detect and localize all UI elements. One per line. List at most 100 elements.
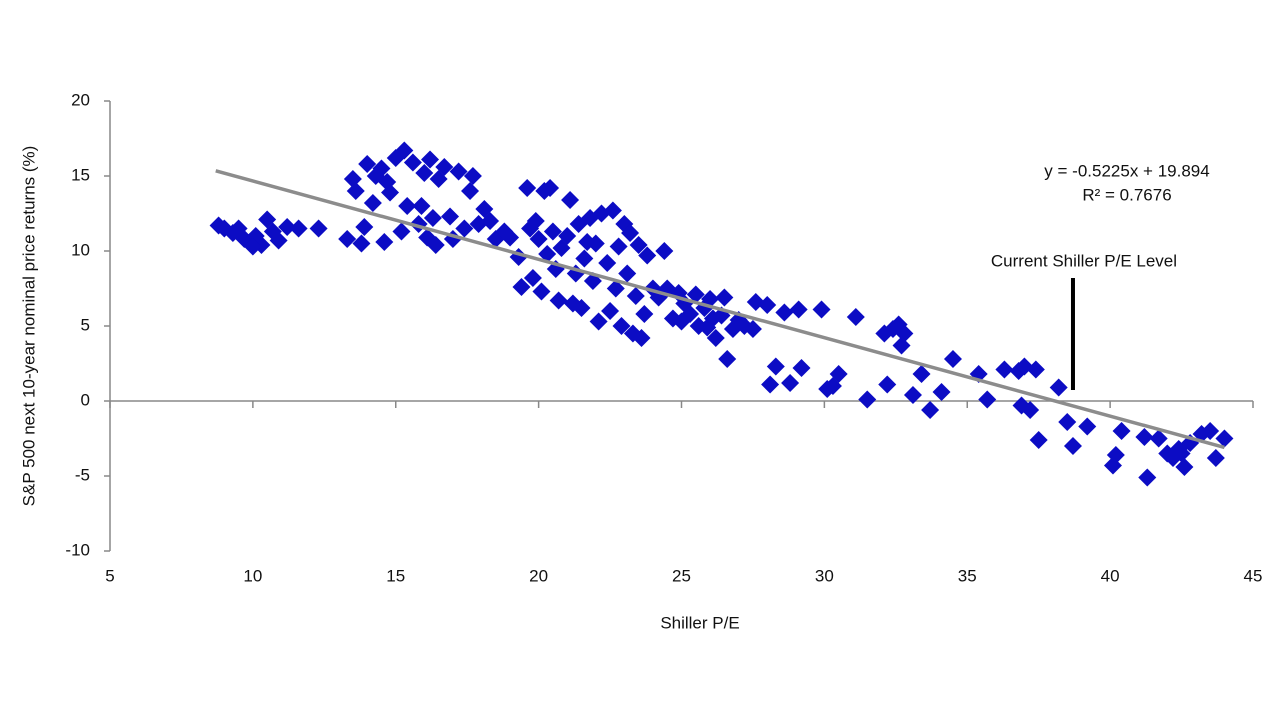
point bbox=[435, 158, 454, 176]
point bbox=[526, 212, 545, 230]
point bbox=[423, 209, 442, 227]
point bbox=[718, 350, 737, 368]
point bbox=[1029, 431, 1048, 449]
point bbox=[1106, 446, 1125, 464]
point bbox=[501, 228, 520, 247]
point bbox=[243, 237, 262, 256]
x-axis-title: Shiller P/E bbox=[660, 613, 739, 632]
x-tick-label: 40 bbox=[1101, 566, 1120, 585]
point bbox=[523, 269, 542, 287]
point bbox=[612, 317, 631, 335]
point bbox=[1215, 429, 1234, 448]
point bbox=[355, 218, 374, 236]
x-tick-label: 25 bbox=[672, 566, 691, 585]
trendline bbox=[215, 169, 1225, 450]
point bbox=[812, 300, 831, 319]
point bbox=[1058, 413, 1077, 431]
point bbox=[363, 194, 382, 212]
point bbox=[398, 197, 417, 215]
point bbox=[789, 300, 808, 319]
point bbox=[846, 308, 865, 326]
point bbox=[775, 303, 794, 322]
point bbox=[1206, 449, 1225, 467]
point bbox=[532, 282, 551, 301]
point bbox=[538, 245, 557, 263]
point bbox=[1026, 360, 1045, 379]
point bbox=[412, 197, 431, 215]
point bbox=[1078, 417, 1097, 436]
point bbox=[829, 365, 848, 383]
point bbox=[558, 227, 577, 245]
point bbox=[343, 170, 362, 188]
point bbox=[1138, 468, 1157, 487]
point bbox=[743, 320, 762, 338]
point bbox=[1175, 458, 1194, 476]
point bbox=[346, 182, 365, 200]
y-tick-label: 0 bbox=[81, 390, 90, 409]
x-tick-label: 20 bbox=[529, 566, 548, 585]
point bbox=[1009, 362, 1028, 380]
point bbox=[903, 386, 922, 404]
y-tick-label: 5 bbox=[81, 315, 90, 334]
x-tick-label: 35 bbox=[958, 566, 977, 585]
point bbox=[358, 155, 377, 173]
point bbox=[858, 390, 877, 409]
point bbox=[758, 296, 777, 314]
point bbox=[978, 390, 997, 409]
point bbox=[626, 287, 645, 305]
current-level-label: Current Shiller P/E Level bbox=[991, 251, 1177, 270]
point bbox=[549, 291, 568, 310]
point bbox=[1149, 429, 1168, 448]
y-tick-label: -5 bbox=[75, 465, 90, 484]
point bbox=[403, 153, 422, 172]
point bbox=[1135, 428, 1154, 446]
point bbox=[1049, 378, 1068, 397]
point bbox=[561, 191, 580, 209]
point bbox=[921, 401, 940, 419]
point bbox=[715, 288, 734, 307]
point bbox=[618, 264, 637, 283]
point bbox=[278, 218, 297, 236]
point bbox=[529, 230, 548, 248]
point bbox=[418, 228, 437, 247]
x-tick-label: 15 bbox=[386, 566, 405, 585]
point bbox=[1201, 422, 1220, 440]
point bbox=[621, 224, 640, 242]
point bbox=[309, 219, 328, 238]
r-squared: R² = 0.7676 bbox=[1082, 185, 1171, 204]
x-tick-label: 30 bbox=[815, 566, 834, 585]
point bbox=[421, 150, 440, 169]
point bbox=[892, 336, 911, 355]
point bbox=[572, 299, 591, 317]
y-tick-label: 10 bbox=[71, 240, 90, 259]
point bbox=[761, 375, 780, 394]
point bbox=[392, 222, 411, 241]
point bbox=[589, 312, 608, 331]
point bbox=[512, 278, 531, 296]
point bbox=[338, 230, 357, 248]
point bbox=[455, 219, 474, 238]
point bbox=[481, 212, 500, 230]
point bbox=[495, 222, 514, 241]
point bbox=[681, 305, 700, 323]
point bbox=[372, 159, 391, 178]
point bbox=[932, 383, 951, 401]
point bbox=[1172, 444, 1191, 463]
point bbox=[606, 279, 625, 298]
point bbox=[603, 201, 622, 220]
point bbox=[289, 219, 308, 238]
point bbox=[415, 164, 434, 182]
point bbox=[352, 234, 371, 253]
point bbox=[463, 167, 482, 185]
point bbox=[575, 249, 594, 268]
point bbox=[1063, 437, 1082, 455]
point bbox=[598, 254, 617, 272]
y-tick-label: -10 bbox=[65, 540, 90, 559]
point bbox=[638, 246, 657, 265]
y-tick-label: 20 bbox=[71, 90, 90, 109]
point bbox=[635, 305, 654, 323]
point bbox=[381, 183, 400, 202]
y-tick-label: 15 bbox=[71, 165, 90, 184]
